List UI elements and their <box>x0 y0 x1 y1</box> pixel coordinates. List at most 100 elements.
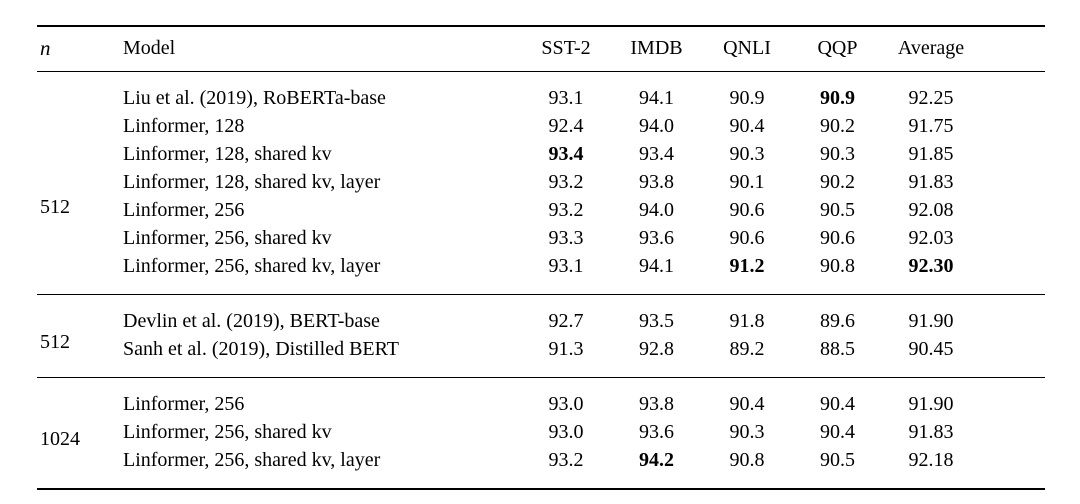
table-row: Linformer, 128, shared kv 93.4 93.4 90.3 90.… <box>37 140 1045 168</box>
metric-value: 90.6 <box>729 198 765 221</box>
metric-value: 92.25 <box>908 86 954 109</box>
metric-value: 92.08 <box>908 198 954 221</box>
model-name: Linformer, 256, shared kv <box>123 420 332 443</box>
metric-value: 91.85 <box>908 142 954 165</box>
metric-value: 90.6 <box>729 226 765 249</box>
metric-value: 93.2 <box>548 198 584 221</box>
metric-value: 93.4 <box>639 142 674 165</box>
column-header-n: n <box>37 26 123 72</box>
metric-value: 88.5 <box>820 337 855 360</box>
n-value: 512 <box>40 195 70 218</box>
metric-value: 91.83 <box>908 170 954 193</box>
metric-value: 94.1 <box>639 254 674 277</box>
table-row: Linformer, 256, shared kv, layer 93.1 94.1… <box>37 252 1045 295</box>
metric-value: 91.8 <box>729 309 765 332</box>
metric-value: 90.4 <box>820 392 855 415</box>
row-group: 512 Devlin et al. (2019), BERT-base 92.7 93… <box>37 294 1045 377</box>
metric-value: 90.8 <box>820 254 855 277</box>
model-name: Liu et al. (2019), RoBERTa-base <box>123 86 386 109</box>
metric-value: 92.8 <box>639 337 674 360</box>
metric-value: 92.03 <box>908 226 954 249</box>
metric-value: 89.2 <box>729 337 765 360</box>
model-name: Devlin et al. (2019), BERT-base <box>123 309 380 332</box>
model-name: Linformer, 128 <box>123 114 245 137</box>
metric-value: 93.3 <box>548 226 584 249</box>
metric-value: 94.1 <box>639 86 674 109</box>
row-group: 1024 Linformer, 256 93.0 93.8 90.4 90.4 91.90 L… <box>37 377 1045 489</box>
metric-value: 90.5 <box>820 448 855 471</box>
metric-value: 90.4 <box>729 392 765 415</box>
metric-value: 89.6 <box>820 309 855 332</box>
model-name: Linformer, 128, shared kv <box>123 142 332 165</box>
metric-value: 93.2 <box>548 448 584 471</box>
metric-value: 93.8 <box>639 170 674 193</box>
metric-value: 90.9 <box>820 86 855 109</box>
table-row: Linformer, 256, shared kv, layer 93.2 94.2… <box>37 446 1045 489</box>
column-header-model: Model <box>123 26 521 72</box>
table-row: 512 Devlin et al. (2019), BERT-base 92.7 93… <box>37 294 1045 353</box>
metric-value: 93.2 <box>548 170 584 193</box>
metric-value: 93.1 <box>548 254 584 277</box>
metric-value: 93.6 <box>639 420 674 443</box>
metric-value: 90.3 <box>820 142 855 165</box>
metric-value: 93.0 <box>548 392 584 415</box>
metric-value: 91.83 <box>908 420 954 443</box>
table-row: 512 Liu et al. (2019), RoBERTa-base 93.1 94… <box>37 71 1045 218</box>
metric-value: 91.90 <box>908 392 954 415</box>
table-row: Linformer, 256, shared kv 93.3 93.6 90.6 90.… <box>37 224 1045 252</box>
model-name: Linformer, 128, shared kv, layer <box>123 170 381 193</box>
n-value: 512 <box>40 330 70 353</box>
metric-value: 90.45 <box>908 337 954 360</box>
metric-value: 92.18 <box>908 448 954 471</box>
metric-value: 93.5 <box>639 309 674 332</box>
metric-value: 92.7 <box>548 309 584 332</box>
table-row: Linformer, 128 92.4 94.0 90.4 90.2 91.75 <box>37 112 1045 140</box>
model-name: Sanh et al. (2019), Distilled BERT <box>123 337 399 360</box>
metric-value: 91.90 <box>908 309 954 332</box>
table-row: Sanh et al. (2019), Distilled BERT 91.3 92… <box>37 335 1045 378</box>
metric-value: 90.9 <box>729 86 765 109</box>
metric-value: 91.75 <box>908 114 954 137</box>
metric-value: 90.2 <box>820 170 855 193</box>
paper-results-table-container: n Model SST-2 IMDB QNLI QQP Average 512 L… <box>37 25 1045 490</box>
n-value: 1024 <box>40 427 80 450</box>
metric-value: 90.8 <box>729 448 765 471</box>
row-group: 512 Liu et al. (2019), RoBERTa-base 93.1 94… <box>37 71 1045 294</box>
metric-value: 90.3 <box>729 420 765 443</box>
column-header-imdb: IMDB <box>611 26 702 72</box>
table-row: 1024 Linformer, 256 93.0 93.8 90.4 90.4 91.90 <box>37 377 1045 450</box>
metric-value: 90.1 <box>729 170 765 193</box>
header-row: n Model SST-2 IMDB QNLI QQP Average <box>37 26 1045 72</box>
metric-value: 94.2 <box>639 448 674 471</box>
metric-value: 90.3 <box>729 142 765 165</box>
metric-value: 93.1 <box>548 86 584 109</box>
model-name: Linformer, 256, shared kv <box>123 226 332 249</box>
metric-value: 90.4 <box>729 114 765 137</box>
column-header-average: Average <box>883 26 1045 72</box>
table-row: Linformer, 256 93.2 94.0 90.6 90.5 92.08 <box>37 196 1045 224</box>
model-name: Linformer, 256, shared kv, layer <box>123 448 381 471</box>
metric-value: 93.6 <box>639 226 674 249</box>
table-header: n Model SST-2 IMDB QNLI QQP Average <box>37 26 1045 72</box>
metric-value: 93.4 <box>548 142 584 165</box>
metric-value: 92.30 <box>908 254 954 277</box>
table-row: Linformer, 128, shared kv, layer 93.2 93.8… <box>37 168 1045 196</box>
model-name: Linformer, 256 <box>123 198 245 221</box>
metric-value: 91.2 <box>729 254 765 277</box>
column-header-qnli: QNLI <box>702 26 792 72</box>
metric-value: 93.0 <box>548 420 584 443</box>
metric-value: 90.2 <box>820 114 855 137</box>
column-header-qqp: QQP <box>792 26 883 72</box>
metric-value: 93.8 <box>639 392 674 415</box>
results-table: n Model SST-2 IMDB QNLI QQP Average 512 L… <box>37 25 1045 490</box>
metric-value: 94.0 <box>639 198 674 221</box>
table-row: Linformer, 256, shared kv 93.0 93.6 90.3 90.… <box>37 418 1045 446</box>
metric-value: 94.0 <box>639 114 674 137</box>
metric-value: 91.3 <box>548 337 584 360</box>
model-name: Linformer, 256 <box>123 392 245 415</box>
metric-value: 90.5 <box>820 198 855 221</box>
metric-value: 90.6 <box>820 226 855 249</box>
metric-value: 90.4 <box>820 420 855 443</box>
metric-value: 92.4 <box>548 114 584 137</box>
model-name: Linformer, 256, shared kv, layer <box>123 254 381 277</box>
